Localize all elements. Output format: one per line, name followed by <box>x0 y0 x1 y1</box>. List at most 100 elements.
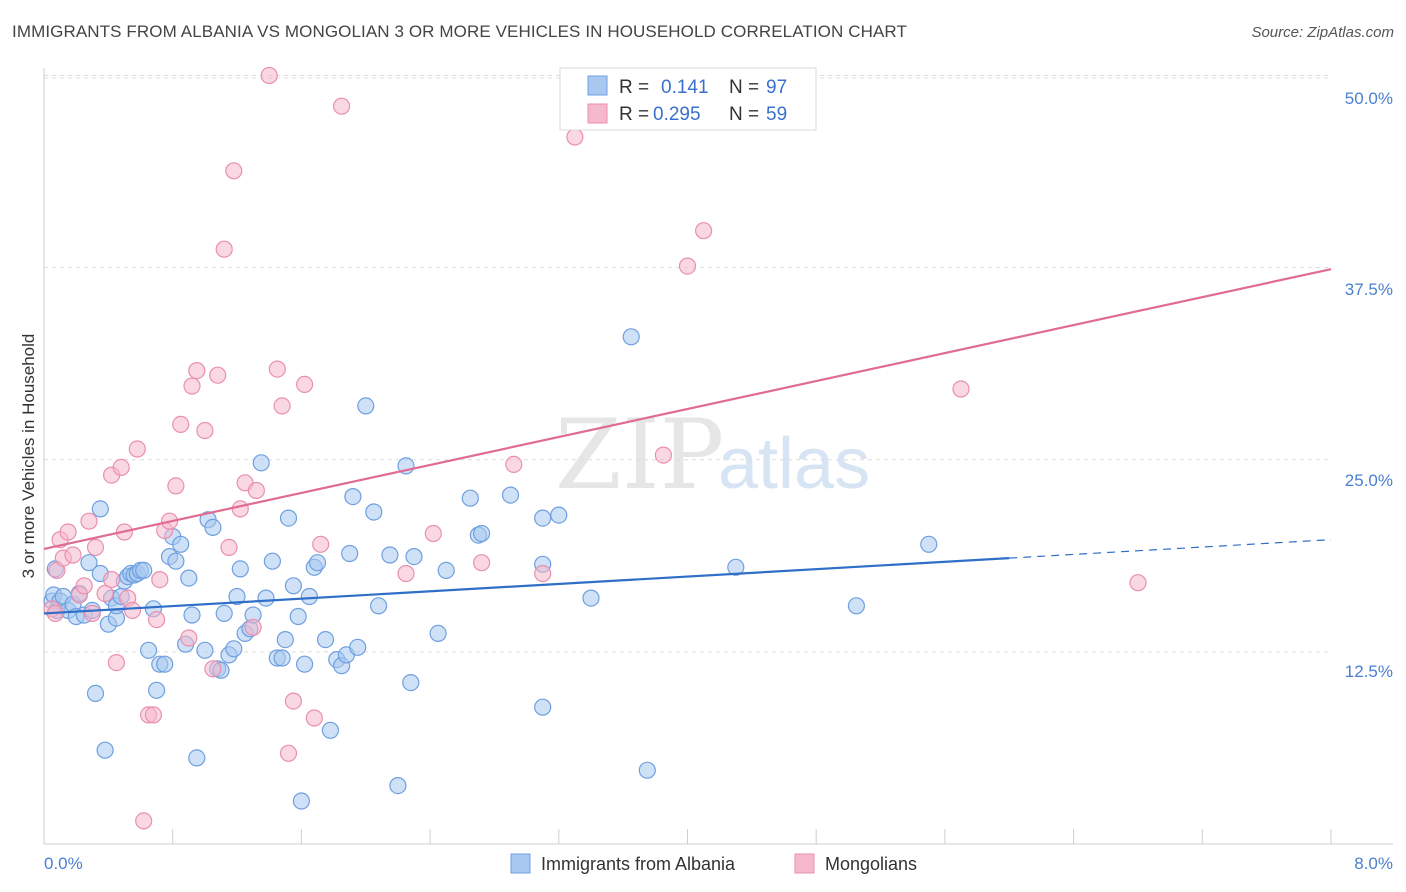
mongolians-point-36 <box>215 240 233 258</box>
albania-point-80 <box>381 546 399 564</box>
albania-point-76 <box>349 638 367 656</box>
y-axis-label: 3 or more Vehicles in Household <box>19 334 38 579</box>
source-attribution: Source: ZipAtlas.com <box>1251 24 1394 41</box>
albania-point-36 <box>167 552 185 570</box>
albania-point-57 <box>263 552 281 570</box>
bottom-legend-swatch-mongolians <box>794 853 815 874</box>
mongolians-point-35 <box>209 366 227 384</box>
mongolians-point-54 <box>473 554 491 572</box>
mongolians-point-59 <box>678 257 697 275</box>
legend-swatch-mongolians <box>587 103 608 124</box>
mongolians-point-11 <box>86 538 105 557</box>
mongolians-point-8 <box>75 577 93 595</box>
albania-point-40 <box>183 606 201 624</box>
mongolians-point-12 <box>96 584 114 603</box>
legend-n-value-albania: 97 <box>766 77 787 98</box>
mongolians-point-50 <box>312 535 330 553</box>
mongolians-point-57 <box>566 128 584 146</box>
mongolians-point-47 <box>284 692 302 710</box>
albania-point-64 <box>292 792 310 810</box>
albania-point-62 <box>284 577 302 595</box>
albania-point-97 <box>638 761 656 779</box>
mongolians-point-42 <box>247 481 265 500</box>
axes <box>43 68 1393 845</box>
albania-point-90 <box>501 486 520 504</box>
albania-point-16 <box>96 741 114 759</box>
mongolians-point-29 <box>172 415 190 433</box>
albania-point-61 <box>279 509 298 527</box>
mongolians-point-25 <box>151 570 169 589</box>
albania-point-44 <box>204 518 222 537</box>
legend-r-label-albania: R = <box>619 77 649 98</box>
albania-point-96 <box>622 328 640 346</box>
y-tick-label-50: 50.0% <box>1345 89 1393 108</box>
mongolians-point-53 <box>424 524 442 543</box>
mongolians-point-45 <box>273 397 291 415</box>
albania-point-28 <box>135 561 153 580</box>
mongolians-point-16 <box>112 458 130 476</box>
y-tick-label-12-5: 12.5% <box>1345 662 1393 681</box>
mongolians-point-51 <box>333 97 351 115</box>
albania-point-99 <box>847 597 866 615</box>
mongolians-point-23 <box>144 706 162 724</box>
correlation-legend: R = 0.141 N = 97 R = 0.295 N = 59 <box>559 67 817 131</box>
albania-point-75 <box>344 488 362 506</box>
legend-r-value-albania: 0.141 <box>661 77 709 98</box>
albania-point-78 <box>365 503 383 521</box>
y-tick-label-25: 25.0% <box>1345 471 1393 490</box>
trend-line-mongolians <box>43 268 1332 550</box>
mongolians-point-49 <box>305 709 323 727</box>
mongolians-point-44 <box>268 360 286 378</box>
x-tick-label-min: 0.0% <box>44 854 83 873</box>
albania-point-100 <box>920 535 938 553</box>
albania-point-13 <box>86 684 105 703</box>
albania-point-70 <box>321 721 339 739</box>
albania-point-65 <box>296 655 314 673</box>
albania-point-55 <box>252 454 270 472</box>
albania-point-95 <box>582 589 600 607</box>
legend-n-label-albania: N = <box>729 77 759 98</box>
albania-point-47 <box>215 604 233 623</box>
series-legend: Immigrants from Albania Mongolians <box>510 853 917 874</box>
albania-point-33 <box>156 655 174 673</box>
watermark-atlas: atlas <box>718 424 870 504</box>
albania-point-98 <box>727 558 745 576</box>
mongolians-point-33 <box>196 421 214 440</box>
mongolians-point-21 <box>135 812 153 830</box>
albania-point-31 <box>148 681 166 699</box>
mongolians-point-37 <box>220 538 238 557</box>
mongolians-point-6 <box>64 546 82 564</box>
albania-point-69 <box>316 630 335 649</box>
albania-point-83 <box>402 673 420 692</box>
mongolians-point-5 <box>59 523 77 541</box>
mongolians-point-61 <box>952 380 970 398</box>
mongolians-point-39 <box>231 500 249 518</box>
albania-point-81 <box>389 776 407 795</box>
chart-title: IMMIGRANTS FROM ALBANIA VS MONGOLIAN 3 O… <box>12 22 907 41</box>
albania-point-86 <box>437 561 455 580</box>
mongolians-point-13 <box>102 570 121 589</box>
legend-swatch-albania <box>587 75 608 96</box>
albania-point-41 <box>188 749 206 767</box>
mongolians-point-34 <box>204 660 222 678</box>
mongolians-point-38 <box>225 162 243 180</box>
y-tick-label-37-5: 37.5% <box>1345 280 1393 299</box>
albania-point-63 <box>289 607 307 626</box>
watermark-zip: ZIP <box>555 399 724 511</box>
mongolians-point-32 <box>188 362 206 380</box>
bottom-legend-swatch-albania <box>510 853 531 874</box>
albania-point-15 <box>91 500 109 518</box>
albania-point-93 <box>534 698 552 716</box>
bottom-legend-label-mongolians: Mongolians <box>825 854 917 874</box>
mongolians-point-24 <box>148 610 166 629</box>
legend-n-label-mongolians: N = <box>729 104 759 125</box>
mongolians-point-55 <box>505 455 523 473</box>
mongolians-point-41 <box>244 618 262 636</box>
trend-line-albania <box>43 557 1010 615</box>
mongolians-point-31 <box>183 377 201 395</box>
albania-point-84 <box>405 547 423 566</box>
mongolians-point-46 <box>279 744 298 762</box>
albania-point-89 <box>473 524 491 543</box>
mongolians-point-15 <box>107 653 126 672</box>
